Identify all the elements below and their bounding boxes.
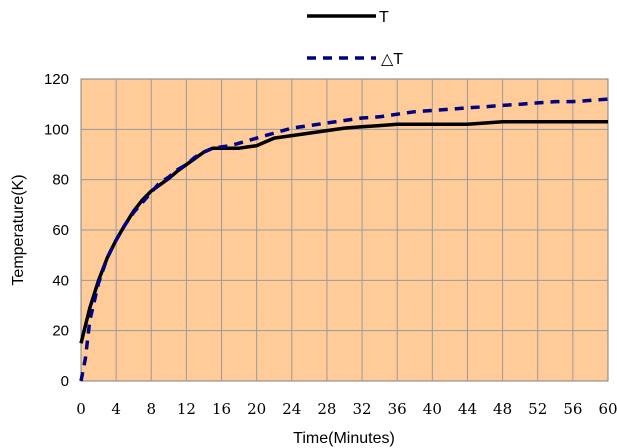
x-tick-label: 0 xyxy=(76,400,86,418)
y-tick-label: 80 xyxy=(52,172,69,189)
y-tick-label: 40 xyxy=(52,272,69,289)
y-axis-title: Temperature(K) xyxy=(10,174,27,285)
x-tick-label: 28 xyxy=(317,400,336,418)
x-tick-label: 40 xyxy=(423,400,442,418)
x-tick-label: 52 xyxy=(528,400,547,418)
x-tick-label: 44 xyxy=(458,400,477,418)
x-tick-label: 12 xyxy=(177,400,196,418)
x-tick-label: 32 xyxy=(353,400,372,418)
x-tick-label: 4 xyxy=(111,400,121,418)
x-tick-label: 8 xyxy=(146,400,156,418)
y-tick-label: 0 xyxy=(61,373,69,390)
series-line-delta-t xyxy=(79,97,609,382)
x-tick-label: 24 xyxy=(282,400,301,418)
y-tick-label: 60 xyxy=(52,222,69,239)
legend-label-delta-t: △T xyxy=(381,51,403,68)
x-tick-label: 48 xyxy=(493,400,512,418)
series-layer xyxy=(79,97,609,382)
x-axis-title: Time(Minutes) xyxy=(293,430,395,447)
x-tick-labels: 0 4 8 12 16 20 24 28 32 36 40 44 48 52 56 60 xyxy=(76,400,617,418)
x-tick-label: 56 xyxy=(563,400,582,418)
y-tick-label: 100 xyxy=(44,121,69,138)
x-tick-label: 16 xyxy=(212,400,231,418)
x-tick-label: 60 xyxy=(598,400,617,418)
legend: T △T xyxy=(307,9,403,68)
y-tick-label: 120 xyxy=(44,71,69,88)
x-tick-label: 20 xyxy=(247,400,266,418)
y-tick-label: 20 xyxy=(52,323,69,340)
x-tick-label: 36 xyxy=(388,400,407,418)
y-tick-labels: 0 20 40 60 80 100 120 xyxy=(44,71,69,390)
legend-label-t: T xyxy=(379,9,389,26)
